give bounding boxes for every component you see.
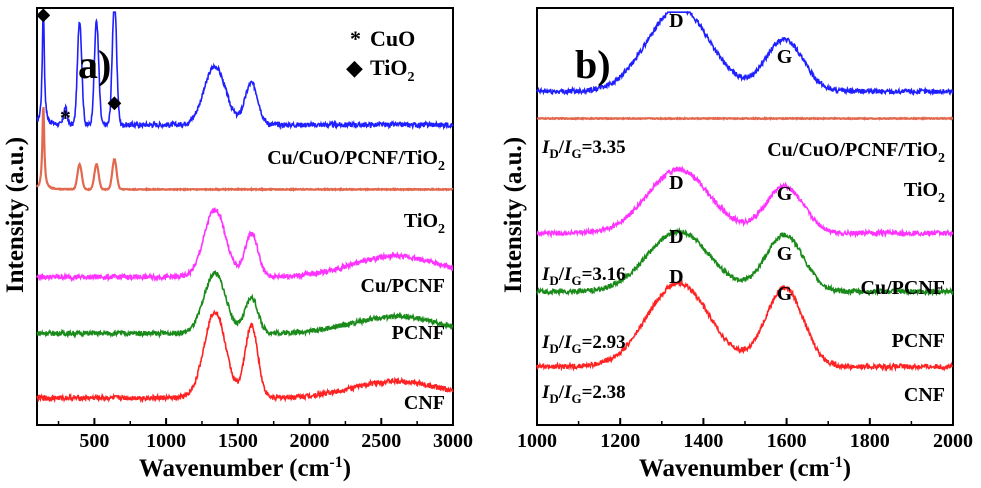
legend-tio2-main: TiO — [370, 55, 408, 80]
x-tick-label: 3000 — [433, 430, 473, 452]
panel-b-peak-labels: D G D G D G D G — [669, 10, 793, 305]
panel-a-frame — [36, 7, 454, 426]
series-line-tio2 — [35, 106, 454, 193]
panel-b-label: b) — [575, 42, 611, 87]
d-band-label: D — [669, 10, 683, 32]
series-line-tio2 — [536, 116, 954, 121]
panel-b-x-title: Wavenumber (cm-1) — [639, 454, 851, 482]
x-tick-label: 1400 — [683, 430, 723, 452]
series-line-cnf — [536, 278, 954, 373]
series-line-cnf — [36, 309, 454, 404]
id-ig-ratio-label: ID/IG=2.38 — [541, 382, 626, 406]
legend-tio2-label: TiO2 — [370, 55, 415, 85]
panel-a-series-label-main: PCNF — [392, 322, 445, 344]
series-line-pcnf — [36, 269, 454, 339]
series-line-cu-pcnf — [536, 165, 954, 239]
panel-b-series-label-main: PCNF — [892, 330, 945, 352]
tio2-peak-marker: ◆ — [108, 92, 122, 112]
panel-b-series-label-sub: 2 — [938, 191, 945, 206]
x-tick-label: 2000 — [290, 430, 330, 452]
panel-a-curves — [35, 11, 454, 404]
tio2-peak-marker: ◆ — [36, 4, 50, 24]
panel-a-series-label-sub: 2 — [438, 159, 445, 174]
panel-a-series-label-main: Cu/CuO/PCNF/TiO — [267, 147, 438, 169]
panel-a-series-label: CNF — [404, 392, 445, 414]
panel-b-series-label-main: CNF — [904, 384, 945, 406]
legend-tio2-symbol: ◆ — [346, 55, 363, 80]
x-tick-label: 2500 — [361, 430, 401, 452]
legend-cuo-label: CuO — [370, 26, 415, 51]
panel-a-series-label: TiO2 — [404, 210, 445, 237]
g-band-label: G — [777, 183, 793, 205]
series-line-cu-pcnf — [36, 207, 454, 283]
panel-a-series-label: Cu/CuO/PCNF/TiO2 — [267, 147, 445, 174]
panel-a-series-label: PCNF — [392, 322, 445, 344]
panel-a-peak-markers: ◆ * ◆ — [36, 4, 121, 130]
panel-b-x-title-tail: ) — [843, 455, 851, 482]
panel-a-label: a) — [78, 42, 111, 87]
g-band-label: G — [777, 243, 793, 265]
x-tick-label: 1500 — [218, 430, 258, 452]
panel-b-series-label: Cu/CuO/PCNF/TiO2 — [767, 139, 945, 166]
panel-a-x-ticks: 500 1000 1500 2000 2500 3000 — [57, 418, 473, 452]
panel-a-series-label-main: CNF — [404, 392, 445, 414]
panel-b-ratio-labels: ID/IG=3.35 ID/IG=3.16 ID/IG=2.93 ID/IG=2.38 — [541, 137, 626, 406]
panel-b-series-label-main: TiO — [904, 179, 938, 201]
d-band-label: D — [669, 172, 683, 194]
x-tick-label: 1200 — [600, 430, 640, 452]
panel-b-y-title: Intensity (a.u.) — [500, 137, 527, 293]
id-ig-ratio-label: ID/IG=3.35 — [541, 137, 626, 161]
panel-b-curves — [536, 10, 954, 373]
id-ig-ratio-label: ID/IG=3.16 — [541, 264, 626, 288]
g-band-label: G — [777, 283, 793, 305]
d-band-label: D — [669, 266, 683, 288]
panel-b-series-label: TiO2 — [904, 179, 945, 206]
panel-b: 1000 1200 1400 1600 1800 2000 b) D G D G D G D G ID/… — [500, 7, 973, 482]
panel-b-series-label-main: Cu/CuO/PCNF/TiO — [767, 139, 938, 161]
panel-a-series-label-main: TiO — [404, 210, 438, 232]
panel-a-series-label-sub: 2 — [438, 222, 445, 237]
x-tick-label: 2000 — [933, 430, 973, 452]
series-line-pcnf — [536, 226, 954, 297]
x-tick-label: 1000 — [517, 430, 557, 452]
panel-b-x-title-sup: -1 — [829, 454, 842, 471]
panel-b-x-title-main: Wavenumber (cm — [639, 455, 830, 482]
id-ig-ratio-label: ID/IG=2.93 — [541, 332, 626, 356]
panel-a-x-title-main: Wavenumber (cm — [139, 455, 330, 482]
x-tick-label: 500 — [79, 430, 109, 452]
panel-a: 500 1000 1500 2000 2500 3000 a) * CuO ◆ TiO2 … — [2, 4, 473, 482]
legend-tio2-sub: 2 — [408, 70, 415, 85]
panel-b-series-label: PCNF — [892, 330, 945, 352]
panel-a-x-title-sup: -1 — [329, 454, 342, 471]
cuo-peak-marker: * — [60, 105, 71, 130]
d-band-label: D — [669, 226, 683, 248]
panel-a-x-title: Wavenumber (cm-1) — [139, 454, 351, 482]
panel-b-series-label-main: Cu/PCNF — [861, 277, 945, 299]
g-band-label: G — [777, 46, 793, 68]
panel-b-series-label: Cu/PCNF — [861, 277, 945, 299]
x-tick-label: 1800 — [850, 430, 890, 452]
x-tick-label: 1000 — [146, 430, 186, 452]
series-line-cu-cuo-pcnf-tio2 — [36, 11, 454, 131]
x-tick-label: 1600 — [767, 430, 807, 452]
panel-a-legend: * CuO ◆ TiO2 — [346, 26, 415, 85]
panel-a-series-label-main: Cu/PCNF — [361, 275, 445, 297]
panel-b-x-ticks: 1000 1200 1400 1600 1800 2000 — [517, 418, 973, 452]
panel-b-series-label: CNF — [904, 384, 945, 406]
panel-a-series-label: Cu/PCNF — [361, 275, 445, 297]
panel-a-y-title: Intensity (a.u.) — [2, 137, 29, 293]
panel-a-x-title-tail: ) — [343, 455, 351, 482]
panel-b-series-label-sub: 2 — [938, 151, 945, 166]
series-line-cu-cuo-pcnf-tio2 — [536, 10, 954, 97]
legend-cuo-symbol: * — [350, 26, 361, 51]
